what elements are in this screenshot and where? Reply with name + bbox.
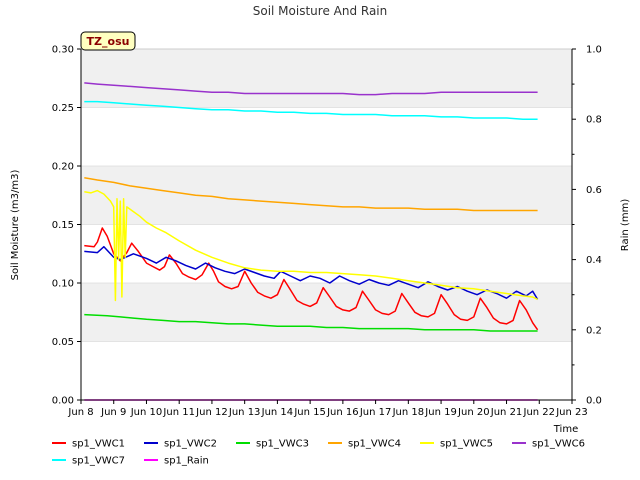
site-label: TZ_osu bbox=[87, 35, 130, 48]
y2-tick-label: 1.0 bbox=[586, 45, 602, 56]
grid-band bbox=[81, 49, 572, 108]
x-axis: Jun 8 Jun 9 Jun 10 Jun 11 Jun 12 Jun 13 Jun 14… bbox=[67, 399, 588, 418]
x-tick-label: Jun 19 bbox=[424, 407, 457, 418]
series-line-sp1_VWC3 bbox=[84, 313, 538, 332]
y2-tick-label: 0.6 bbox=[586, 185, 602, 196]
grid-band bbox=[81, 166, 572, 225]
series-line-sp1_VWC5 bbox=[84, 189, 538, 302]
right-axis: 0.0 0.2 0.4 0.6 0.8 1.0 bbox=[571, 45, 602, 407]
legend-label-sp1_VWC3: sp1_VWC3 bbox=[256, 439, 309, 450]
chart-title: Soil Moisture And Rain bbox=[253, 4, 388, 18]
x-tick-label: Jun 9 bbox=[100, 407, 126, 418]
y-tick-label: 0.15 bbox=[52, 220, 74, 231]
legend: sp1_VWC1 sp1_VWC2 sp1_VWC3 sp1_VWC4 sp1_VWC5… bbox=[52, 439, 585, 467]
legend-label-sp1_VWC1: sp1_VWC1 bbox=[72, 439, 125, 450]
y-tick-label: 0.10 bbox=[52, 279, 74, 290]
x-tick-label: Jun 11 bbox=[162, 407, 195, 418]
x-tick-label: Jun 16 bbox=[326, 407, 359, 418]
y2-tick-label: 0.4 bbox=[586, 255, 602, 266]
x-tick-label: Jun 12 bbox=[195, 407, 228, 418]
y-tick-label: 0.25 bbox=[52, 103, 74, 114]
y2-axis-title: Rain (mm) bbox=[620, 199, 631, 252]
legend-label-sp1_Rain: sp1_Rain bbox=[164, 456, 209, 467]
y-tick-label: 0.30 bbox=[52, 45, 74, 56]
y-axis-title: Soil Moisture (m3/m3) bbox=[10, 170, 21, 281]
y-tick-label: 0.20 bbox=[52, 162, 74, 173]
series-line-sp1_VWC2 bbox=[84, 245, 539, 300]
x-tick-label: Jun 22 bbox=[523, 407, 556, 418]
y2-tick-label: 0.0 bbox=[586, 396, 602, 407]
y-tick-label: 0.05 bbox=[52, 337, 74, 348]
left-axis: 0.00 0.05 0.10 0.15 0.20 0.25 0.30 bbox=[52, 45, 82, 407]
x-tick-label: Jun 8 bbox=[67, 407, 93, 418]
legend-label-sp1_VWC5: sp1_VWC5 bbox=[440, 439, 493, 450]
x-tick-label: Jun 10 bbox=[130, 407, 163, 418]
x-tick-label: Jun 20 bbox=[457, 407, 490, 418]
x-tick-label: Jun 18 bbox=[392, 407, 425, 418]
x-tick-label: Jun 21 bbox=[490, 407, 523, 418]
site-label-box: TZ_osu bbox=[80, 31, 136, 51]
x-tick-label: Jun 17 bbox=[359, 407, 392, 418]
series-line-sp1_VWC1 bbox=[84, 227, 539, 331]
legend-label-sp1_VWC4: sp1_VWC4 bbox=[348, 439, 401, 450]
legend-label-sp1_VWC2: sp1_VWC2 bbox=[164, 439, 217, 450]
series-layer bbox=[84, 82, 539, 401]
y2-tick-label: 0.8 bbox=[586, 115, 602, 126]
x-tick-label: Jun 14 bbox=[261, 407, 294, 418]
x-axis-title: Time bbox=[553, 424, 578, 435]
series-line-sp1_VWC6 bbox=[84, 82, 538, 96]
legend-label-sp1_VWC7: sp1_VWC7 bbox=[72, 456, 125, 467]
background-bands bbox=[81, 48, 572, 401]
x-tick-label: Jun 13 bbox=[228, 407, 261, 418]
y-tick-label: 0.00 bbox=[52, 396, 74, 407]
legend-label-sp1_VWC6: sp1_VWC6 bbox=[532, 439, 585, 450]
series-line-sp1_VWC7 bbox=[84, 100, 538, 120]
y2-tick-label: 0.2 bbox=[586, 325, 602, 336]
x-tick-label: Jun 23 bbox=[555, 407, 588, 418]
series-line-sp1_VWC4 bbox=[84, 176, 538, 212]
x-tick-label: Jun 15 bbox=[293, 407, 326, 418]
